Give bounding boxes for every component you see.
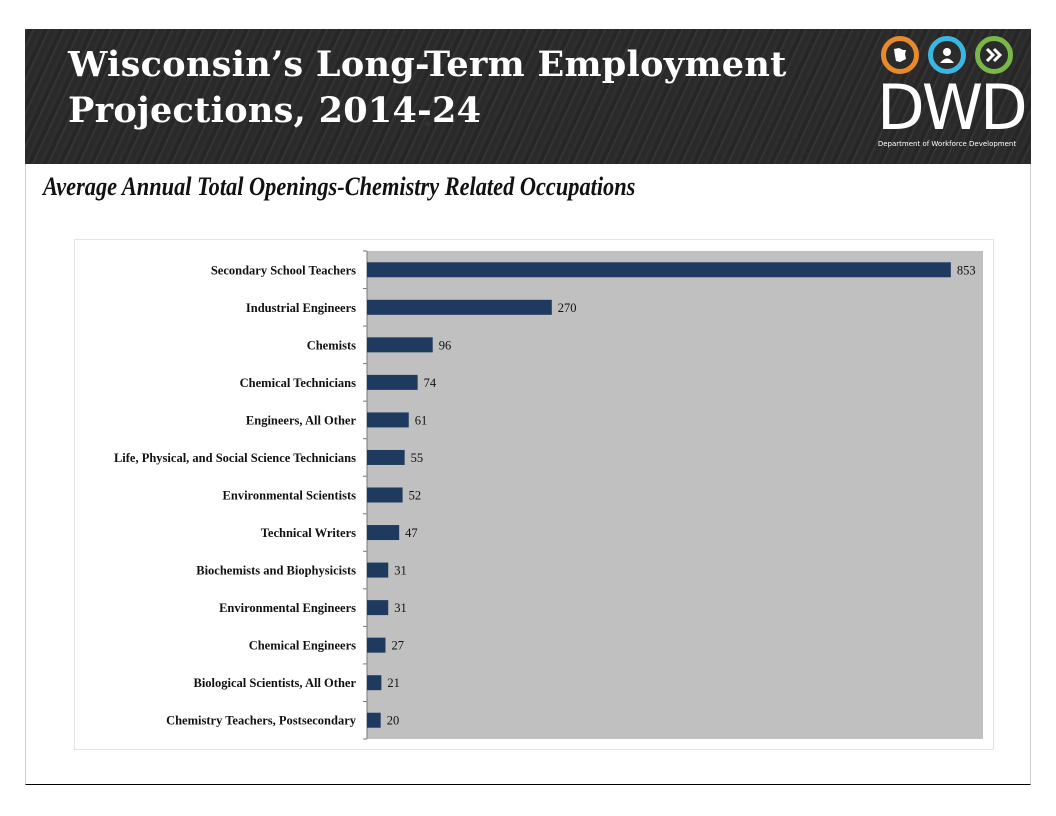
- bar: [367, 487, 403, 503]
- chart-title: Average Annual Total Openings-Chemistry …: [43, 172, 636, 201]
- bar: [367, 712, 381, 728]
- forward-arrows-icon: [975, 36, 1013, 74]
- category-label: Chemical Engineers: [249, 639, 356, 653]
- page-title: Wisconsin’s Long-Term Employment Project…: [68, 42, 828, 134]
- bar: [367, 299, 552, 315]
- category-label: Technical Writers: [261, 526, 356, 540]
- bar: [367, 262, 951, 278]
- bar: [367, 675, 382, 691]
- data-label: 270: [558, 301, 577, 315]
- bar: [367, 412, 409, 428]
- category-label: Biochemists and Biophysicists: [196, 564, 356, 578]
- category-label: Environmental Scientists: [223, 489, 357, 503]
- data-label: 55: [411, 451, 424, 465]
- category-label: Chemists: [307, 338, 356, 352]
- category-label: Life, Physical, and Social Science Techn…: [114, 451, 356, 465]
- wisconsin-map-icon: [881, 36, 919, 74]
- bar: [367, 449, 405, 465]
- category-label: Secondary School Teachers: [211, 263, 356, 277]
- category-label: Engineers, All Other: [246, 413, 357, 427]
- data-label: 61: [415, 413, 428, 427]
- category-label: Chemical Technicians: [240, 376, 356, 390]
- bar: [367, 374, 418, 390]
- bar-chart: Secondary School Teachers 853 Industrial E…: [114, 250, 983, 740]
- header-band: Wisconsin’s Long-Term Employment Project…: [25, 29, 1031, 164]
- category-label: Biological Scientists, All Other: [194, 676, 357, 690]
- bar: [367, 525, 400, 541]
- bar: [367, 562, 389, 578]
- plot-area: [367, 251, 983, 739]
- data-label: 31: [394, 601, 407, 615]
- category-label: Chemistry Teachers, Postsecondary: [166, 714, 357, 728]
- chart-container: Secondary School Teachers 853 Industrial E…: [74, 239, 994, 750]
- category-label: Industrial Engineers: [246, 301, 356, 315]
- data-label: 27: [391, 639, 404, 653]
- slide-frame: [25, 29, 1031, 785]
- data-label: 74: [424, 376, 437, 390]
- logo-wordmark: DWD: [877, 71, 1028, 144]
- logo-tagline: Department of Workforce Development: [877, 140, 1017, 148]
- bar: [367, 600, 389, 616]
- data-label: 96: [439, 338, 452, 352]
- bar: [367, 337, 433, 353]
- data-label: 52: [409, 489, 422, 503]
- data-label: 47: [405, 526, 418, 540]
- data-label: 21: [387, 676, 400, 690]
- data-label: 20: [387, 714, 400, 728]
- category-label: Environmental Engineers: [219, 601, 356, 615]
- data-label: 31: [394, 564, 407, 578]
- dwd-logo: DWD Department of Workforce Development: [877, 31, 1028, 159]
- person-icon: [928, 36, 966, 74]
- data-label: 853: [957, 263, 976, 277]
- bar: [367, 637, 386, 653]
- page-title-line-1: Wisconsin’s Long-Term Employment: [68, 44, 787, 85]
- page-title-line-2: Projections, 2014-24: [68, 90, 482, 131]
